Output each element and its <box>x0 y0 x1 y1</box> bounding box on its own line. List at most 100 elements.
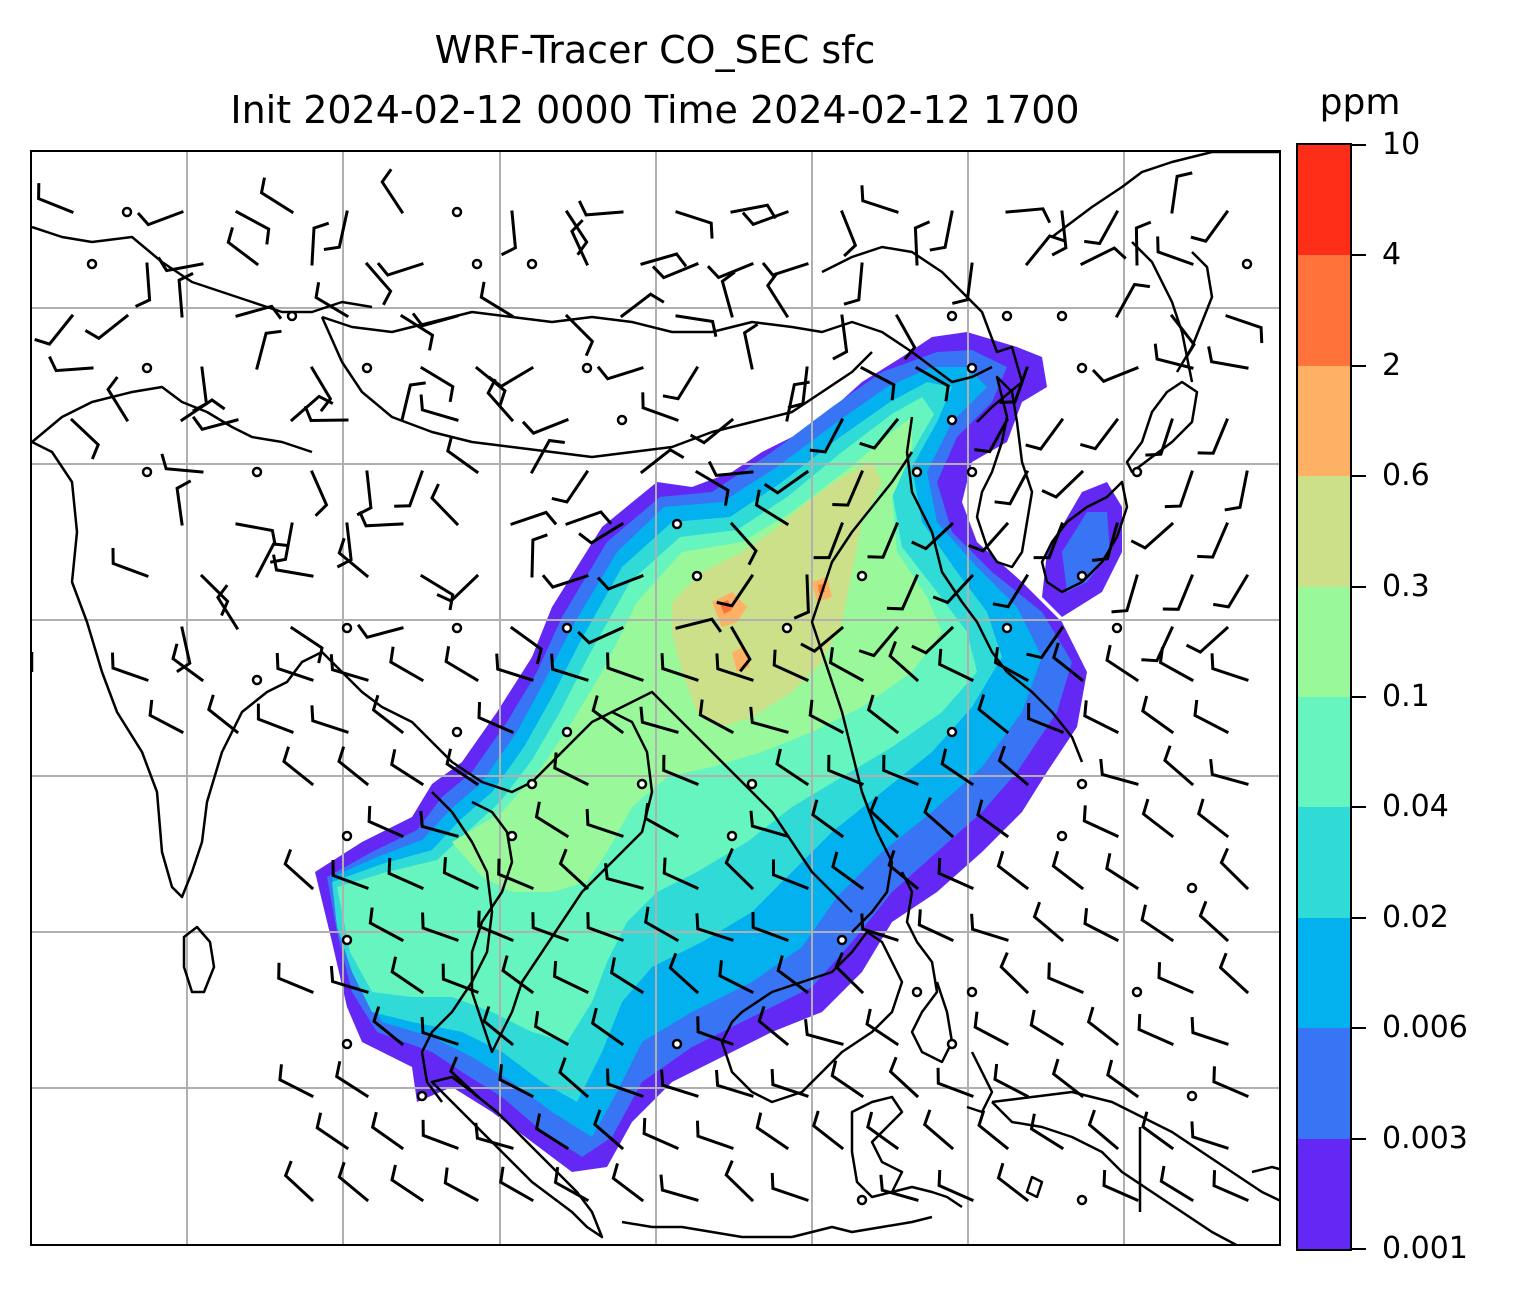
wind-barb <box>793 574 810 620</box>
wind-barb <box>577 200 624 217</box>
plume-level-7 <box>672 462 882 727</box>
wind-barb <box>675 617 723 633</box>
wind-barb <box>477 910 514 942</box>
calm-marker <box>86 258 98 270</box>
calm-marker <box>506 830 518 842</box>
calm-marker <box>341 622 353 634</box>
wind-barb <box>763 469 810 495</box>
wind-barb <box>715 653 754 682</box>
wind-barb <box>997 745 1030 787</box>
wind-barb <box>533 1010 570 1047</box>
calm-marker <box>251 466 263 478</box>
wind-barb <box>558 1057 590 1099</box>
wind-barb <box>1219 847 1250 891</box>
wind-barb <box>606 1068 644 1098</box>
wind-barb <box>831 851 865 891</box>
calm-marker <box>746 778 758 790</box>
wind-barb <box>419 810 459 838</box>
wind-barb <box>811 799 845 839</box>
wind-barb <box>741 210 789 227</box>
wind-barb <box>858 625 900 658</box>
wind-barb <box>772 859 809 890</box>
calm-marker <box>1001 310 1013 322</box>
wind-barb <box>1190 1121 1229 1150</box>
wind-barb <box>1209 758 1249 786</box>
wind-barb <box>421 1119 459 1150</box>
wind-barb <box>641 392 679 422</box>
wind-barb <box>596 365 644 381</box>
colorbar-tick-label: 0.1 <box>1382 679 1430 714</box>
wind-barb <box>436 573 480 603</box>
wind-barb <box>368 907 405 943</box>
wind-barb <box>970 913 1009 942</box>
wind-barb <box>994 469 1030 506</box>
wind-barb <box>530 533 548 578</box>
wind-barb <box>923 797 955 839</box>
wind-barb <box>707 460 754 477</box>
wind-barb <box>34 313 75 346</box>
colorbar-tick <box>1352 585 1366 588</box>
wind-barb <box>1051 1058 1085 1099</box>
colorbar-tick-label: 0.006 <box>1382 1010 1468 1046</box>
wind-barb <box>289 625 324 664</box>
wind-barb <box>1047 962 1084 994</box>
wind-barb <box>1041 469 1085 499</box>
wind-barb <box>177 271 194 318</box>
wind-barb <box>724 1160 755 1203</box>
wind-barb <box>420 1016 459 1046</box>
wind-barb <box>335 1061 370 1099</box>
wind-barb <box>724 847 755 891</box>
wind-barb <box>1005 207 1052 224</box>
wind-barb <box>698 699 735 735</box>
calm-marker <box>616 414 628 426</box>
wind-barb <box>534 1113 570 1151</box>
calm-marker <box>526 778 538 790</box>
calm-marker <box>671 1038 683 1050</box>
wind-barb <box>888 1056 920 1099</box>
wind-barb <box>659 1174 699 1202</box>
wind-barb <box>259 177 295 215</box>
calm-marker <box>1076 362 1088 374</box>
wind-barb <box>1079 417 1120 451</box>
calm-marker <box>141 362 153 374</box>
wind-barb <box>207 694 240 735</box>
wind-barb <box>1193 699 1230 735</box>
wind-barb <box>1026 625 1065 660</box>
wind-barb <box>1145 418 1174 457</box>
wind-barb <box>869 796 900 839</box>
wind-barb <box>550 653 589 682</box>
wind-barb <box>509 625 543 665</box>
wind-barb <box>390 1164 425 1203</box>
wind-barb <box>1141 626 1174 663</box>
wind-barb <box>1207 346 1249 370</box>
wind-barb <box>999 952 1030 995</box>
wind-barb <box>1024 234 1065 267</box>
calm-marker <box>581 362 593 374</box>
colorbar-tick <box>1352 254 1366 257</box>
wind-barb <box>1170 171 1193 214</box>
wind-barb <box>48 356 94 373</box>
wind-barb <box>830 1060 865 1099</box>
calm-marker <box>451 726 463 738</box>
wind-barb <box>1141 798 1175 839</box>
colorbar-tick-label: 0.3 <box>1382 568 1430 604</box>
wind-barb <box>938 648 975 683</box>
wind-barb <box>866 1111 900 1151</box>
wind-barb <box>932 573 975 605</box>
colorbar-tick <box>1352 364 1366 367</box>
calm-marker <box>416 1090 428 1102</box>
map-panel[interactable] <box>30 150 1281 1246</box>
wind-barb <box>730 203 777 220</box>
wind-barb <box>619 292 665 319</box>
wind-barb <box>888 640 920 683</box>
wind-barb <box>651 262 699 280</box>
map-svg <box>32 152 1279 1244</box>
wind-barb <box>444 645 480 683</box>
calm-marker <box>341 830 353 842</box>
wind-barb <box>911 625 955 655</box>
wind-barb <box>521 418 569 435</box>
calm-marker <box>856 1194 868 1206</box>
wind-barb <box>1218 952 1250 995</box>
wind-barb <box>1105 853 1140 891</box>
wind-barb <box>1130 521 1175 550</box>
